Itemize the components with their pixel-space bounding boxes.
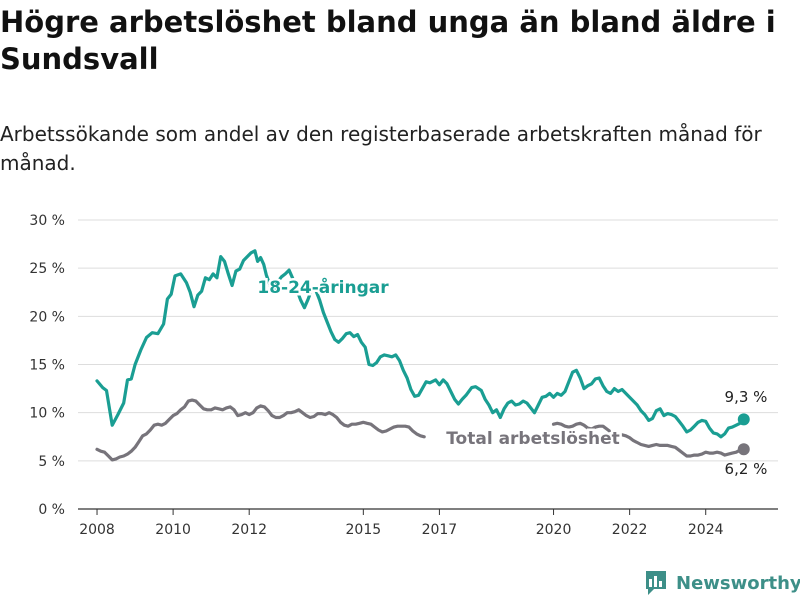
x-tick-label: 2017 [422, 522, 458, 538]
gridlines [78, 219, 778, 510]
end-point-youth [737, 413, 750, 426]
x-tick-label: 2020 [536, 522, 572, 538]
brand-logo: Newsworthy [644, 568, 800, 598]
end-label-youth: 9,3 % [725, 388, 768, 406]
line-youth [95, 249, 746, 439]
y-tick-label: 20 % [29, 309, 65, 325]
x-tick-label: 2015 [346, 522, 382, 538]
y-tick-label: 15 % [29, 358, 65, 374]
y-tick-label: 10 % [29, 406, 65, 422]
y-tick-label: 25 % [29, 261, 65, 277]
series-label-youth: 18-24-åringar [257, 276, 389, 298]
x-tick-label: 2010 [155, 522, 191, 538]
series-lines [95, 249, 750, 462]
end-point-total [737, 443, 750, 456]
chart-subtitle: Arbetssökande som andel av den registerb… [0, 122, 762, 175]
y-tick-label: 0 % [38, 502, 65, 518]
bar-chart-logo-icon [646, 571, 666, 595]
series-label-total: Total arbetslöshet [446, 429, 620, 449]
x-tick-label: 2008 [79, 522, 115, 538]
x-tick-label: 2012 [231, 522, 267, 538]
x-tick-label: 2022 [612, 522, 648, 538]
chart-title: Högre arbetslöshet bland unga än bland ä… [0, 5, 776, 76]
axes: 0 % 5 % 10 % 15 % 20 % 25 % 30 % 2008 2010 2012 20… [29, 213, 723, 538]
end-label-total: 6,2 % [725, 460, 768, 478]
y-tick-label: 30 % [29, 213, 65, 229]
y-tick-label: 5 % [38, 454, 65, 470]
brand-name: Newsworthy [676, 572, 800, 594]
line-total [95, 398, 746, 462]
x-tick-label: 2024 [688, 522, 724, 538]
